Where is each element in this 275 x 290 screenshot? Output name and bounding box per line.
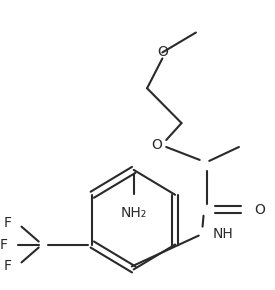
- Text: F: F: [0, 238, 8, 251]
- Text: F: F: [4, 260, 12, 273]
- Text: NH: NH: [212, 226, 233, 241]
- Text: NH₂: NH₂: [120, 206, 147, 220]
- Text: O: O: [151, 138, 162, 152]
- Text: O: O: [157, 46, 168, 59]
- Text: F: F: [4, 216, 12, 230]
- Text: O: O: [254, 203, 265, 217]
